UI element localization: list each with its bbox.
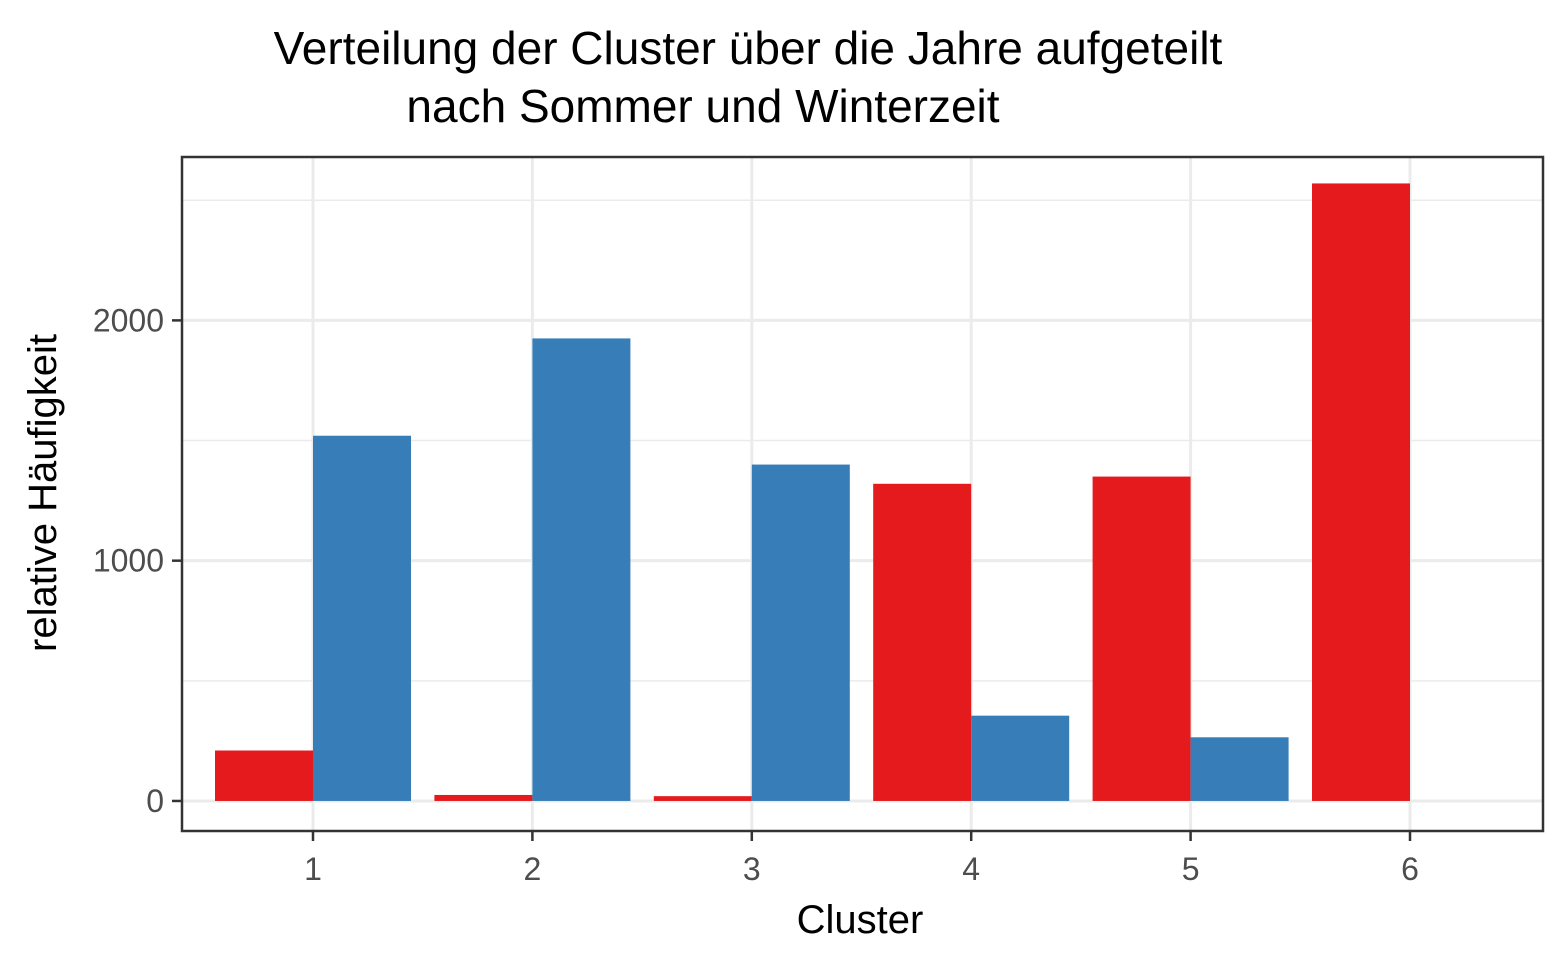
- x-tick-label: 1: [304, 851, 322, 887]
- bars: [215, 183, 1410, 801]
- bar: [1092, 476, 1191, 801]
- x-tick-label: 3: [743, 851, 761, 887]
- x-tick-label: 5: [1182, 851, 1200, 887]
- bar: [532, 338, 631, 801]
- bar: [751, 464, 850, 801]
- bar: [1312, 183, 1410, 801]
- bar: [434, 794, 533, 801]
- y-tick-label: 1000: [93, 543, 164, 579]
- y-tick-label: 2000: [93, 302, 164, 338]
- bar: [971, 715, 1070, 801]
- chart-title-line-1: Verteilung der Cluster über die Jahre au…: [274, 22, 1223, 74]
- panel-border: [180, 155, 1545, 833]
- x-tick-label: 2: [524, 851, 542, 887]
- bar: [313, 435, 411, 801]
- bar: [1190, 737, 1289, 801]
- x-axis-title: Cluster: [797, 898, 924, 942]
- x-tick-label: 6: [1401, 851, 1419, 887]
- axes: 0 1000 2000 1 2 3 4 5 6: [93, 155, 1545, 887]
- bar: [215, 750, 313, 801]
- y-tick-label: 0: [146, 783, 164, 819]
- bar: [653, 796, 752, 801]
- y-axis-title: relative Häufigkeit: [21, 334, 65, 652]
- chart-title-line-2: nach Sommer und Winterzeit: [406, 80, 999, 132]
- x-tick-label: 4: [962, 851, 980, 887]
- bar: [873, 483, 972, 801]
